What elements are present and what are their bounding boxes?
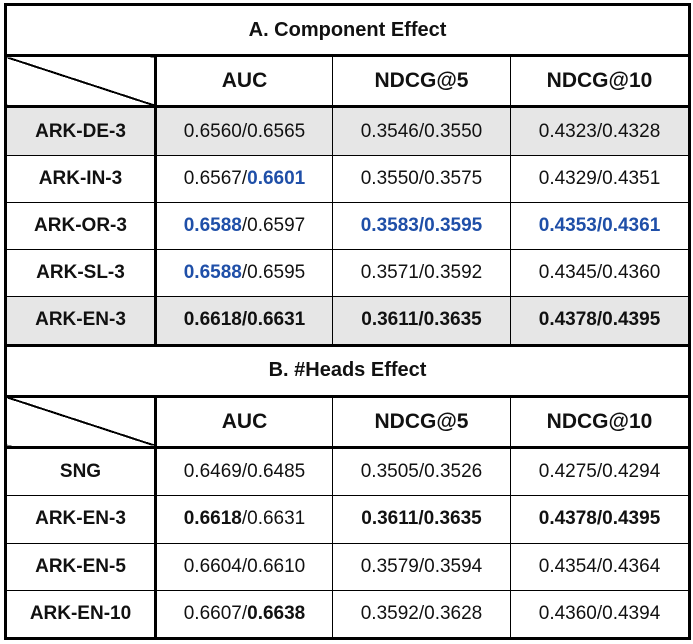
metric-value: 0.6618: [183, 508, 242, 530]
cell-ndcg5: 0.3611/0.3635: [332, 296, 511, 346]
cell-ndcg5: 0.3550/0.3575: [332, 154, 511, 203]
metric-value: 0.3611/0.3635: [361, 508, 482, 530]
cell-ndcg5: 0.3505/0.3526: [332, 447, 511, 497]
metric-value: 0.4378/0.4395: [538, 508, 661, 530]
cell-ndcg5: 0.3611/0.3635: [332, 495, 511, 544]
column-header-auc: AUC: [155, 394, 333, 450]
cell-auc: 0.6618/0.6631: [155, 495, 333, 544]
cell-auc: 0.6588/0.6595: [155, 249, 333, 298]
metric-value: 0.6618/0.6631: [183, 309, 306, 331]
cell-ndcg10: 0.4323/0.4328: [509, 106, 691, 156]
metric-value: 0.4345/0.4360: [538, 262, 661, 284]
cell-auc: 0.6560/0.6565: [155, 106, 333, 156]
column-header-ndcg5: NDCG@5: [332, 394, 511, 450]
cell-ndcg5: 0.3571/0.3592: [332, 249, 511, 298]
metric-value: 0.4275/0.4294: [538, 461, 661, 483]
metric-value: 0.6601: [247, 167, 306, 189]
metric-value: 0.6638: [247, 602, 306, 624]
results-table: A. Component Effect AUC NDCG@5 NDCG@10 A…: [4, 3, 692, 640]
table-row: ARK-DE-3 0.6560/0.6565 0.3546/0.3550 0.4323…: [5, 106, 691, 156]
table-row: ARK-EN-3 0.6618/0.6631 0.3611/0.3635 0.4378…: [5, 296, 691, 346]
row-label: ARK-OR-3: [5, 201, 157, 251]
cell-ndcg5: 0.3592/0.3628: [332, 589, 511, 640]
cell-ndcg5: 0.3579/0.3594: [332, 542, 511, 591]
table-row: ARK-EN-5 0.6604/0.6610 0.3579/0.3594 0.4354…: [5, 542, 691, 591]
column-header-ndcg10: NDCG@10: [509, 394, 691, 450]
metric-value: 0.6604/0.6610: [183, 555, 306, 577]
metric-value: 0.6567/: [183, 167, 248, 189]
metric-value: 0.3579/0.3594: [360, 555, 483, 577]
cell-auc: 0.6604/0.6610: [155, 542, 333, 591]
cell-auc: 0.6588/0.6597: [155, 201, 333, 251]
metric-value: 0.6560/0.6565: [183, 120, 306, 142]
column-header-auc: AUC: [155, 54, 333, 109]
cell-ndcg10: 0.4360/0.4394: [509, 589, 691, 640]
section-a-title: A. Component Effect: [4, 3, 691, 57]
metric-value: 0.3583/0.3595: [360, 215, 483, 237]
column-header-ndcg5: NDCG@5: [332, 54, 511, 109]
metric-value: 0.4360/0.4394: [538, 602, 661, 624]
cell-ndcg10: 0.4378/0.4395: [509, 296, 691, 346]
metric-value: 0.6607/: [183, 602, 248, 624]
table-row: ARK-EN-10 0.6607/0.6638 0.3592/0.3628 0.436…: [5, 589, 691, 640]
cell-auc: 0.6469/0.6485: [155, 447, 333, 497]
cell-auc: 0.6607/0.6638: [155, 589, 333, 640]
section-b-title: B. #Heads Effect: [4, 343, 691, 397]
metric-value: /0.6597: [241, 215, 306, 237]
metric-value: 0.3550/0.3575: [360, 167, 483, 189]
column-header-ndcg10: NDCG@10: [509, 54, 691, 109]
cell-ndcg10: 0.4275/0.4294: [509, 447, 691, 497]
metric-value: 0.3505/0.3526: [360, 461, 483, 483]
metric-value: 0.3592/0.3628: [360, 602, 483, 624]
table-row: SNG 0.6469/0.6485 0.3505/0.3526 0.4275/0.42…: [5, 447, 691, 497]
cell-ndcg10: 0.4329/0.4351: [509, 154, 691, 203]
row-label: ARK-EN-10: [5, 589, 157, 640]
cell-ndcg5: 0.3546/0.3550: [332, 106, 511, 156]
metric-value: 0.4354/0.4364: [538, 555, 661, 577]
row-label: ARK-EN-3: [5, 495, 157, 544]
cell-auc: 0.6567/0.6601: [155, 154, 333, 203]
cell-ndcg10: 0.4378/0.4395: [509, 495, 691, 544]
row-label: ARK-EN-5: [5, 542, 157, 591]
metric-value: /0.6631: [241, 508, 306, 530]
cell-ndcg5: 0.3583/0.3595: [332, 201, 511, 251]
metric-value: 0.4353/0.4361: [538, 215, 661, 237]
metric-value: 0.6588: [183, 262, 242, 284]
table-row: ARK-OR-3 0.6588/0.6597 0.3583/0.3595 0.4353…: [5, 201, 691, 251]
metric-value: 0.4323/0.4328: [538, 120, 661, 142]
row-label: ARK-EN-3: [5, 296, 157, 346]
row-label: ARK-DE-3: [5, 106, 157, 156]
cell-ndcg10: 0.4353/0.4361: [509, 201, 691, 251]
metric-value: 0.6469/0.6485: [183, 461, 306, 483]
metric-value: 0.4378/0.4395: [538, 309, 661, 331]
cell-auc: 0.6618/0.6631: [155, 296, 333, 346]
metric-value: 0.3571/0.3592: [360, 262, 483, 284]
row-label: ARK-SL-3: [5, 249, 157, 298]
cell-ndcg10: 0.4345/0.4360: [509, 249, 691, 298]
table-row: ARK-SL-3 0.6588/0.6595 0.3571/0.3592 0.4345…: [5, 249, 691, 298]
section-a-body: A. Component Effect AUC NDCG@5 NDCG@10 A…: [4, 3, 691, 346]
row-label: ARK-IN-3: [5, 154, 157, 203]
table-row: ARK-EN-3 0.6618/0.6631 0.3611/0.3635 0.4378…: [5, 495, 691, 544]
corner-diagonal-cell: [5, 394, 157, 450]
metric-value: 0.6588: [183, 215, 242, 237]
section-b-body: B. #Heads Effect AUC NDCG@5 NDCG@10 SNG 0…: [4, 343, 691, 640]
corner-diagonal-cell: [5, 54, 157, 109]
row-label: SNG: [5, 447, 157, 497]
metric-value: /0.6595: [241, 262, 306, 284]
table-row: ARK-IN-3 0.6567/0.6601 0.3550/0.3575 0.4329…: [5, 154, 691, 203]
metric-value: 0.4329/0.4351: [538, 167, 661, 189]
metric-value: 0.3611/0.3635: [361, 309, 482, 331]
cell-ndcg10: 0.4354/0.4364: [509, 542, 691, 591]
metric-value: 0.3546/0.3550: [360, 120, 483, 142]
